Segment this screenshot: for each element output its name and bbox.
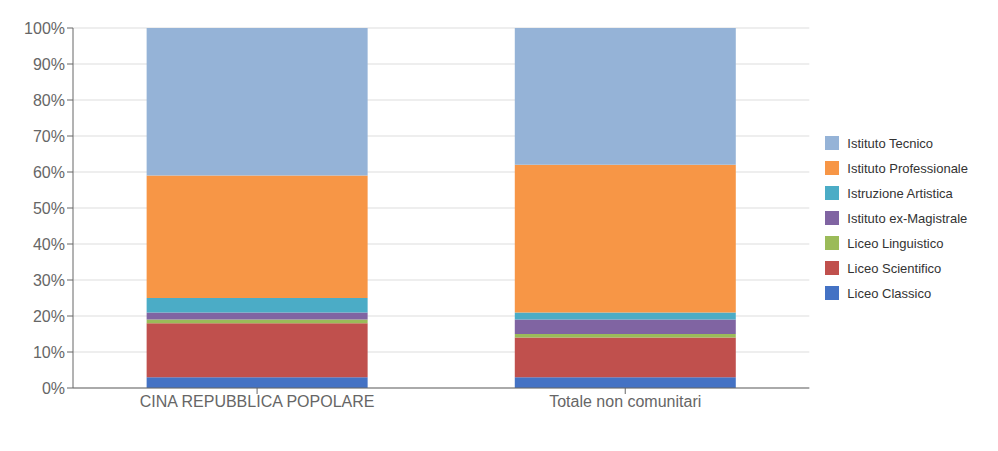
- html-text:Liceo Linguistico: Liceo Linguistico: [847, 235, 944, 251]
- svg-text:70%: 70%: [33, 128, 65, 145]
- svg-text:90%: 90%: [33, 56, 65, 73]
- svg-text:40%: 40%: [33, 236, 65, 253]
- svg-text:10%: 10%: [33, 344, 65, 361]
- svg-text:0%: 0%: [42, 380, 65, 397]
- svg-text:100%: 100%: [24, 20, 65, 37]
- svg-text:Totale non comunitari: Totale non comunitari: [549, 393, 701, 410]
- svg-text:60%: 60%: [33, 164, 65, 181]
- svg-text:30%: 30%: [33, 272, 65, 289]
- html-text:Istruzione Artistica: Istruzione Artistica: [847, 185, 953, 201]
- svg-text:80%: 80%: [33, 92, 65, 109]
- svg-text:50%: 50%: [33, 200, 65, 217]
- html-text:Istituto ex-Magistrale: Istituto ex-Magistrale: [847, 210, 968, 226]
- html-text:Istituto Tecnico: Istituto Tecnico: [847, 135, 934, 151]
- html-text:Istituto Professionale: Istituto Professionale: [847, 160, 968, 176]
- html-text:Liceo Classico: Liceo Classico: [847, 285, 932, 301]
- svg-text:CINA REPUBBLICA POPOLARE: CINA REPUBBLICA POPOLARE: [140, 393, 375, 410]
- svg-text:20%: 20%: [33, 308, 65, 325]
- html-text:Liceo Scientifico: Liceo Scientifico: [847, 260, 942, 276]
